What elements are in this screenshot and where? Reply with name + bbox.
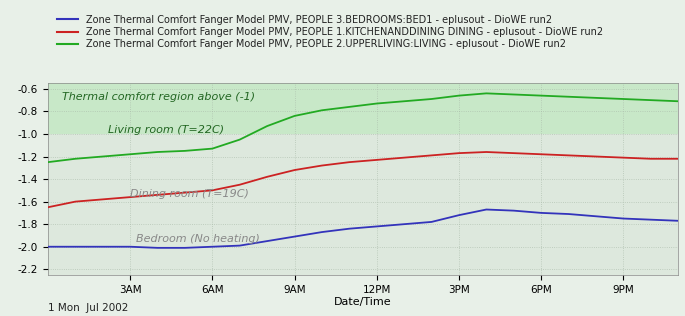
- Text: Bedroom (No heating): Bedroom (No heating): [136, 234, 260, 244]
- Text: Thermal comfort region above (-1): Thermal comfort region above (-1): [62, 92, 255, 102]
- X-axis label: Date/Time: Date/Time: [334, 297, 392, 307]
- Legend: Zone Thermal Comfort Fanger Model PMV, PEOPLE 3.BEDROOMS:BED1 - eplusout - DioWE: Zone Thermal Comfort Fanger Model PMV, P…: [53, 11, 607, 53]
- Bar: [48, 83, 678, 134]
- Text: 1 Mon  Jul 2002: 1 Mon Jul 2002: [48, 303, 128, 313]
- Text: Dining room (T=19C): Dining room (T=19C): [130, 189, 249, 199]
- Text: Living room (T=22C): Living room (T=22C): [108, 125, 225, 135]
